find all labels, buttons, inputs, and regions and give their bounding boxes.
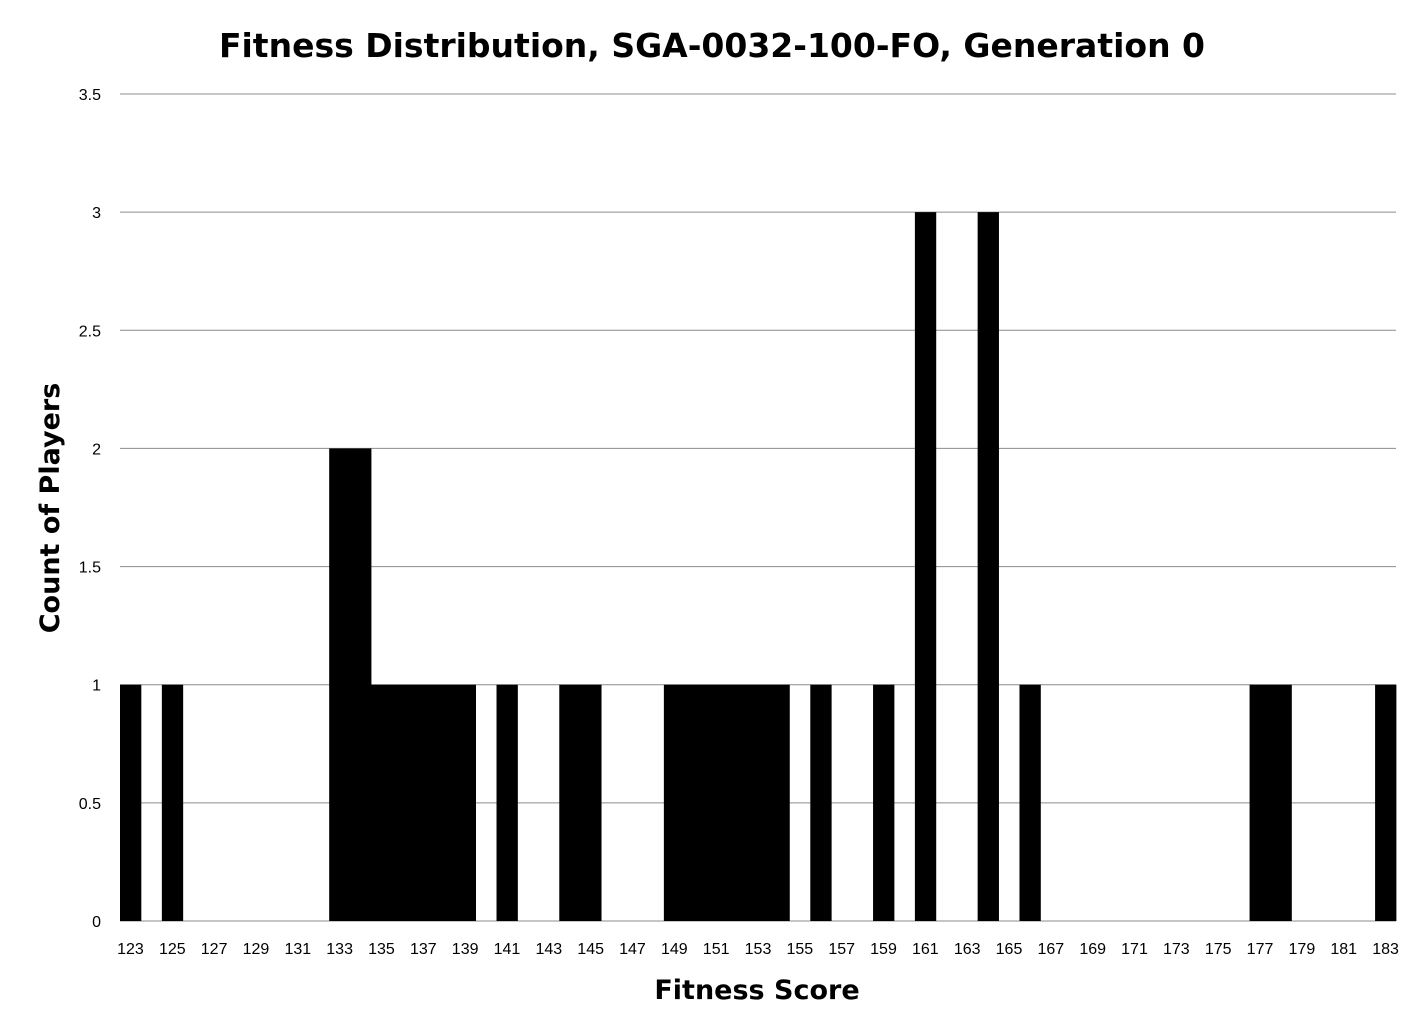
bar-159 [873,684,895,921]
x-tick-label: 181 [1330,941,1357,958]
bar-149 [663,684,686,921]
bar-152 [726,684,748,921]
x-tick-label: 163 [954,941,981,958]
x-tick-label: 153 [745,941,772,958]
bar-153 [747,684,769,921]
y-tick-label: 0 [92,914,101,931]
x-tick-label: 143 [535,941,562,958]
y-tick-label: 1 [92,678,101,695]
x-tick-label: 137 [410,941,437,958]
bar-166 [1019,684,1041,921]
x-tick-label: 173 [1163,941,1190,958]
bar-144 [559,684,581,921]
x-tick-label: 179 [1289,941,1316,958]
x-tick-label: 131 [284,941,311,958]
x-tick-label: 129 [243,941,270,958]
x-tick-label: 127 [201,941,228,958]
bar-137 [412,684,435,921]
y-axis-title: Count of Players [35,383,66,634]
bar-150 [684,684,707,921]
y-tick-label: 3.5 [79,87,101,104]
bar-133 [329,448,351,921]
x-tick-label: 155 [786,941,813,958]
y-axis-ticks: 0 0.5 1 1.5 2 2.5 3 3.5 [79,87,101,931]
bar-161 [914,212,937,921]
x-tick-label: 167 [1037,941,1064,958]
y-tick-label: 1.5 [79,560,101,577]
bar-135 [371,684,393,921]
x-tick-label: 169 [1079,941,1106,958]
x-tick-label: 161 [912,941,939,958]
bar-123 [120,684,142,921]
bar-141 [496,684,518,921]
y-tick-label: 2 [92,441,101,458]
x-tick-label: 171 [1121,941,1148,958]
bar-151 [705,684,728,921]
bar-134 [350,448,372,921]
bar-125 [161,684,184,921]
x-tick-label: 149 [661,941,688,958]
y-tick-label: 2.5 [79,323,101,340]
x-tick-label: 141 [494,941,521,958]
x-tick-label: 175 [1205,941,1232,958]
x-tick-label: 145 [577,941,604,958]
bar-177 [1249,684,1271,921]
x-tick-label: 147 [619,941,646,958]
bar-164 [977,212,999,921]
x-tick-label: 139 [452,941,479,958]
x-tick-label: 165 [996,941,1023,958]
bar-145 [580,684,602,921]
x-tick-label: 135 [368,941,395,958]
x-tick-label: 159 [870,941,897,958]
x-tick-label: 151 [703,941,730,958]
bar-183 [1375,684,1397,921]
y-tick-label: 0.5 [79,796,101,813]
x-axis-ticks: 123 125 127 129 131 133 135 137 139 141 143 145 147 1… [117,941,1399,958]
bar-136 [391,684,414,921]
x-tick-label: 177 [1247,941,1274,958]
bar-178 [1270,684,1292,921]
bars [120,212,1397,921]
bar-156 [810,684,832,921]
bar-139 [454,684,477,921]
x-tick-label: 123 [117,941,144,958]
x-axis-title: Fitness Score [654,975,859,1006]
x-tick-label: 183 [1372,941,1399,958]
bar-138 [433,684,456,921]
bar-154 [768,684,790,921]
x-tick-label: 125 [159,941,186,958]
x-tick-label: 133 [326,941,353,958]
chart-title: Fitness Distribution, SGA-0032-100-FO, G… [219,26,1205,65]
y-tick-label: 3 [92,205,101,222]
x-tick-label: 157 [828,941,855,958]
